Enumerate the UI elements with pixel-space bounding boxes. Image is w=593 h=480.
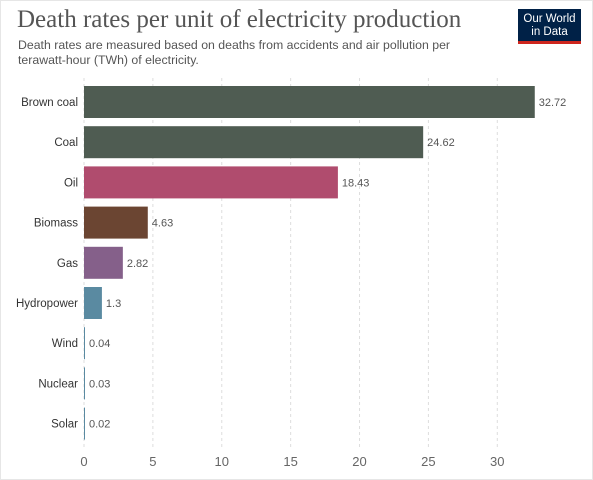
bar-wind[interactable] [84, 327, 85, 360]
value-label: 1.3 [106, 298, 121, 310]
chart-subtitle: Death rates are measured based on deaths… [18, 38, 451, 67]
bar-brown-coal[interactable] [84, 86, 535, 118]
x-axis-ticks: 0 5 10 15 20 25 30 [80, 454, 504, 469]
value-label: 0.03 [89, 378, 110, 390]
value-label: 2.82 [127, 258, 148, 270]
category-label: Oil [64, 177, 78, 189]
bar-biomass[interactable] [84, 206, 148, 239]
category-label: Coal [54, 137, 78, 149]
x-tick-label: 0 [80, 454, 87, 469]
category-label: Solar [51, 419, 78, 431]
labels: Brown coal 32.72 Coal 24.62 Oil 18.43 Biomass 4… [16, 97, 566, 431]
category-label: Biomass [34, 218, 78, 230]
category-label: Wind [52, 338, 78, 350]
value-label: 4.63 [152, 218, 173, 230]
bar-coal[interactable] [84, 126, 424, 159]
bar-hydropower[interactable] [84, 287, 102, 319]
owid-logo[interactable]: Our World in Data [518, 9, 581, 44]
value-label: 0.04 [89, 338, 110, 350]
value-label: 18.43 [342, 177, 370, 189]
value-label: 24.62 [427, 137, 455, 149]
logo-line-2: in Data [531, 26, 568, 38]
x-tick-label: 15 [283, 454, 297, 469]
bars [84, 86, 535, 440]
bar-gas[interactable] [84, 246, 123, 279]
x-tick-label: 10 [215, 454, 229, 469]
category-label: Brown coal [21, 97, 78, 109]
logo-line-1: Our World [523, 13, 576, 25]
bar-oil[interactable] [84, 166, 338, 199]
category-label: Nuclear [38, 378, 78, 390]
category-label: Gas [57, 258, 78, 270]
x-tick-label: 30 [490, 454, 504, 469]
logo-accent-bar [518, 41, 581, 44]
bar-solar[interactable] [84, 407, 85, 440]
x-tick-label: 20 [352, 454, 366, 469]
chart-title: Death rates per unit of electricity prod… [17, 6, 462, 33]
category-label: Hydropower [16, 298, 78, 310]
x-tick-label: 5 [149, 454, 156, 469]
x-tick-label: 25 [421, 454, 435, 469]
bar-nuclear[interactable] [84, 367, 85, 400]
value-label: 0.02 [89, 419, 110, 431]
value-label: 32.72 [539, 97, 567, 109]
